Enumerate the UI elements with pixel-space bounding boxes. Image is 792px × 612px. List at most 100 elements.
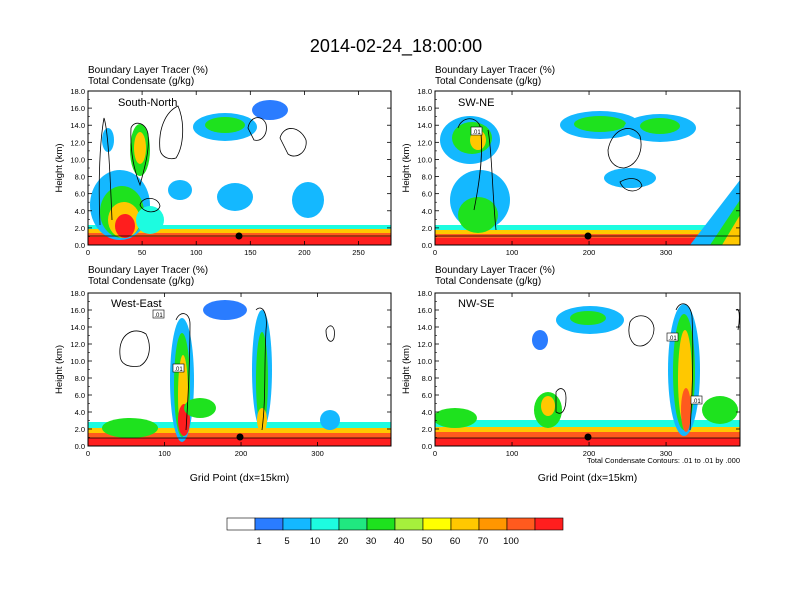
- colorbar-swatch: [254, 517, 284, 531]
- y-tick-label: 10.0: [70, 357, 85, 366]
- colorbar-swatch: [422, 517, 452, 531]
- colorbar-swatch: [338, 517, 368, 531]
- y-tick-label: 16.0: [417, 306, 432, 315]
- plot-area: .01 .01 NW-SE: [435, 293, 740, 446]
- x-axis-label: Grid Point (dx=15km): [190, 472, 290, 484]
- tracer-fill: [88, 100, 391, 245]
- y-tick-label: 8.0: [422, 374, 432, 383]
- panel-title: South-North: [118, 97, 177, 109]
- x-tick-label: 100: [506, 449, 519, 458]
- y-tick-label: 14.0: [70, 121, 85, 130]
- contour-label-box: [666, 332, 679, 342]
- axes: 0.0 2.0 4.0 6.0 8.0 10.0 12.0 14.0 16.0 18.0 0 50 10…: [54, 87, 392, 257]
- colorbar-label: 50: [422, 536, 433, 547]
- y-tick-label: 12.0: [417, 138, 432, 147]
- contour-label-box: [172, 363, 185, 373]
- colorbar-swatch: [394, 517, 424, 531]
- panel-south-north: Boundary Layer Tracer (%) Total Condensa…: [54, 65, 392, 257]
- x-axis-label: Grid Point (dx=15km): [538, 472, 638, 484]
- y-tick-label: 8.0: [75, 173, 85, 182]
- colorbar-label: 1: [256, 536, 261, 547]
- x-tick-label: 300: [660, 449, 673, 458]
- colorbar-label: 100: [503, 536, 519, 547]
- colorbar-label: 70: [478, 536, 489, 547]
- x-tick-label: 200: [298, 248, 311, 257]
- plot-area: South-North: [88, 91, 391, 245]
- colorbar-label: 20: [338, 536, 349, 547]
- colorbar-swatch: [226, 517, 256, 531]
- panel-caption-tracer: Boundary Layer Tracer (%): [88, 65, 208, 76]
- contour-label-box: [152, 309, 165, 319]
- y-tick-label: 8.0: [422, 173, 432, 182]
- axes: 0.0 2.0 4.0 6.0 8.0 10.0 12.0 14.0 16.0 18.0 0 100 2…: [401, 289, 741, 484]
- axes: 0.0 2.0 4.0 6.0 8.0 10.0 12.0 14.0 16.0 18.0 0 100 2…: [401, 87, 741, 257]
- y-tick-label: 4.0: [75, 207, 85, 216]
- panel-caption-condensate: Total Condensate (g/kg): [88, 276, 194, 287]
- y-axis-label: Height (km): [401, 143, 412, 192]
- location-marker: [584, 232, 592, 240]
- panel-west-east: Boundary Layer Tracer (%) Total Condensa…: [54, 265, 392, 484]
- contour-label-box: [690, 395, 703, 405]
- y-tick-label: 14.0: [417, 121, 432, 130]
- y-tick-label: 18.0: [70, 87, 85, 96]
- panel-title: NW-SE: [458, 298, 494, 310]
- panel-caption-tracer: Boundary Layer Tracer (%): [88, 265, 208, 276]
- colorbar-label: 60: [450, 536, 461, 547]
- contour-label: .01: [472, 130, 481, 136]
- contour-label-box: [470, 126, 483, 136]
- y-tick-label: 2.0: [422, 224, 432, 233]
- x-tick-label: 0: [433, 449, 437, 458]
- y-tick-label: 0.0: [422, 241, 432, 250]
- x-tick-label: 150: [244, 248, 257, 257]
- y-tick-label: 12.0: [417, 340, 432, 349]
- x-tick-label: 200: [235, 449, 248, 458]
- x-tick-label: 100: [190, 248, 203, 257]
- y-tick-label: 10.0: [70, 155, 85, 164]
- y-tick-label: 16.0: [417, 104, 432, 113]
- contour-note: Total Condensate Contours: .01 to .01 by…: [587, 456, 740, 465]
- x-tick-label: 0: [86, 248, 90, 257]
- y-tick-label: 6.0: [75, 190, 85, 199]
- y-tick-label: 4.0: [75, 408, 85, 417]
- colorbar-swatch: [534, 517, 564, 531]
- colorbar-swatch: [478, 517, 508, 531]
- y-tick-label: 18.0: [417, 87, 432, 96]
- panel-caption-tracer: Boundary Layer Tracer (%): [435, 265, 555, 276]
- contour-label: .01: [668, 336, 677, 342]
- y-tick-label: 6.0: [422, 190, 432, 199]
- y-axis-label: Height (km): [401, 345, 412, 394]
- y-tick-label: 0.0: [75, 241, 85, 250]
- colorbar-swatch: [282, 517, 312, 531]
- location-marker: [236, 433, 244, 441]
- axes: 0.0 2.0 4.0 6.0 8.0 10.0 12.0 14.0 16.0 18.0 0 100 2…: [54, 289, 392, 484]
- y-tick-label: 2.0: [422, 425, 432, 434]
- contour-label: .01: [174, 367, 183, 373]
- figure-title: 2014-02-24_18:00:00: [310, 36, 482, 57]
- panel-title: SW-NE: [458, 97, 494, 109]
- panel-nw-se: Boundary Layer Tracer (%) Total Condensa…: [401, 265, 741, 484]
- colorbar-label: 40: [394, 536, 405, 547]
- location-marker: [235, 232, 243, 240]
- y-tick-label: 8.0: [75, 374, 85, 383]
- colorbar-swatch: [506, 517, 536, 531]
- contour-label: .01: [692, 399, 701, 405]
- y-tick-label: 16.0: [70, 104, 85, 113]
- colorbar-swatch: [450, 517, 480, 531]
- y-tick-label: 0.0: [422, 442, 432, 451]
- y-tick-label: 2.0: [75, 224, 85, 233]
- x-tick-label: 200: [583, 248, 596, 257]
- panel-caption-condensate: Total Condensate (g/kg): [435, 76, 541, 87]
- y-tick-label: 10.0: [417, 357, 432, 366]
- y-axis-label: Height (km): [54, 345, 65, 394]
- y-tick-label: 6.0: [422, 391, 432, 400]
- colorbar-label: 10: [310, 536, 321, 547]
- x-tick-label: 50: [138, 248, 146, 257]
- panel-title: West-East: [111, 298, 162, 310]
- y-tick-label: 2.0: [75, 425, 85, 434]
- y-tick-label: 18.0: [70, 289, 85, 298]
- x-tick-label: 0: [86, 449, 90, 458]
- location-marker: [584, 433, 592, 441]
- x-tick-label: 100: [158, 449, 171, 458]
- panel-caption-tracer: Boundary Layer Tracer (%): [435, 65, 555, 76]
- x-tick-label: 200: [583, 449, 596, 458]
